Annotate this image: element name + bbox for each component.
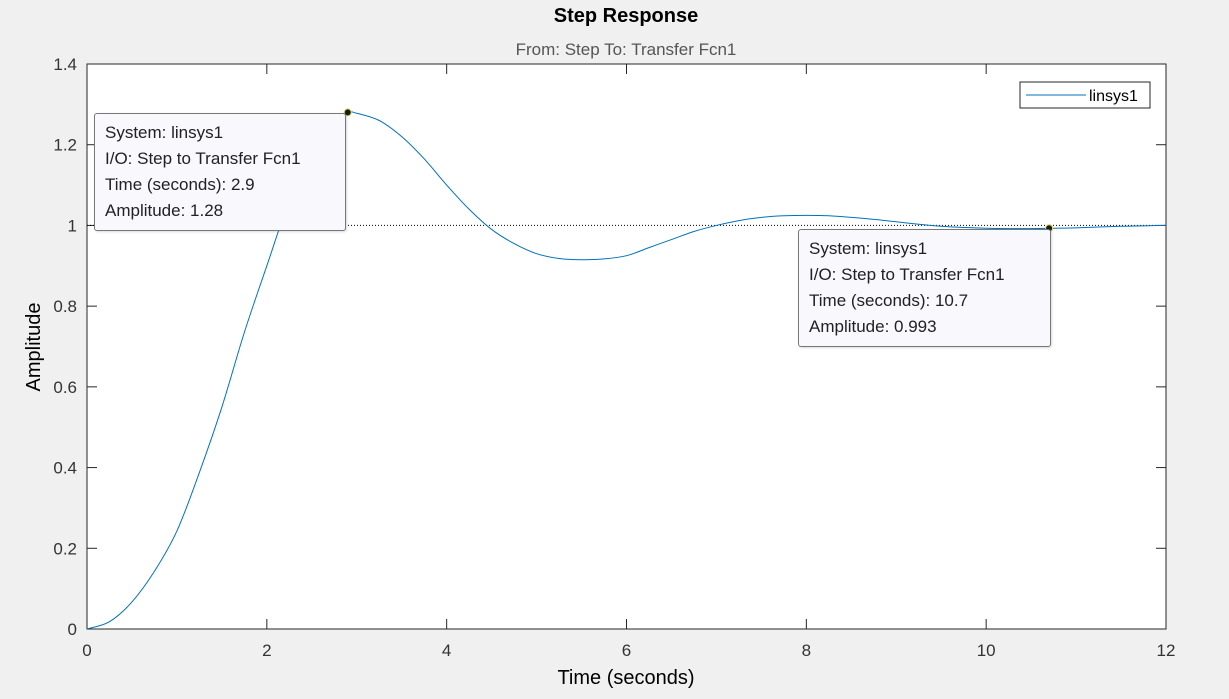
datatip-marker[interactable] [343, 108, 352, 117]
datatip-line: Amplitude: 1.28 [105, 201, 224, 220]
y-tick-label: 0.8 [53, 297, 77, 316]
x-tick-label: 10 [977, 641, 996, 660]
x-tick-label: 4 [442, 641, 451, 660]
x-tick-label: 6 [622, 641, 631, 660]
y-axis-label: Amplitude [23, 303, 45, 392]
x-tick-label: 0 [82, 641, 91, 660]
chart-subtitle: From: Step To: Transfer Fcn1 [516, 40, 737, 59]
datatip-line: Amplitude: 0.993 [809, 317, 937, 336]
axis-ticks: 0 2 4 6 8 10 12 0 0.2 0.4 0.6 0.8 1 1.2 1.4 [53, 55, 1175, 660]
datatip-line: Time (seconds): 10.7 [809, 291, 969, 310]
y-tick-label: 0.4 [53, 459, 77, 478]
series-line-linsys1 [86, 111, 1167, 630]
legend[interactable]: linsys1 [1019, 81, 1151, 109]
chart-title: Step Response [554, 5, 698, 27]
x-axis-label: Time (seconds) [557, 667, 694, 689]
x-tick-label: 8 [802, 641, 811, 660]
datatip-line: System: linsys1 [809, 239, 928, 258]
datatip-markers [343, 108, 1054, 233]
y-tick-label: 0.6 [53, 378, 77, 397]
y-tick-label: 1 [68, 216, 77, 235]
y-tick-label: 0 [68, 620, 77, 639]
y-tick-label: 1.2 [53, 136, 77, 155]
datatip-line: I/O: Step to Transfer Fcn1 [809, 265, 1005, 284]
datatip-line: I/O: Step to Transfer Fcn1 [105, 149, 301, 168]
datatip-1[interactable]: System: linsys1 I/O: Step to Transfer Fc… [94, 113, 346, 231]
datatip-line: System: linsys1 [105, 123, 224, 142]
series-layer [86, 111, 1167, 630]
x-tick-label: 12 [1157, 641, 1176, 660]
y-tick-label: 0.2 [53, 539, 77, 558]
datatip-2[interactable]: System: linsys1 I/O: Step to Transfer Fc… [798, 229, 1051, 347]
x-tick-label: 2 [262, 641, 271, 660]
datatip-line: Time (seconds): 2.9 [105, 175, 255, 194]
y-tick-label: 1.4 [53, 55, 77, 74]
legend-label: linsys1 [1089, 88, 1138, 105]
